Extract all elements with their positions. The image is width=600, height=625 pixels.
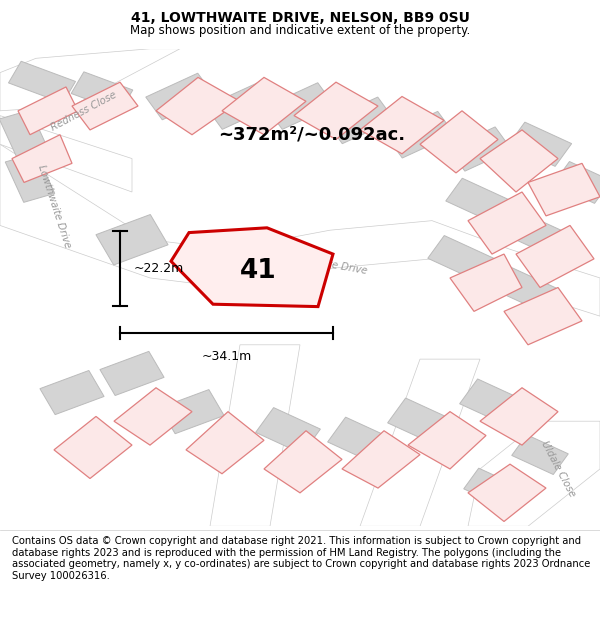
Polygon shape bbox=[222, 78, 306, 135]
Polygon shape bbox=[360, 359, 480, 526]
Polygon shape bbox=[256, 408, 320, 454]
Polygon shape bbox=[264, 431, 342, 493]
Polygon shape bbox=[553, 161, 600, 203]
Polygon shape bbox=[0, 144, 600, 316]
Polygon shape bbox=[171, 228, 333, 307]
Polygon shape bbox=[0, 110, 49, 159]
Polygon shape bbox=[342, 431, 420, 488]
Polygon shape bbox=[156, 78, 240, 135]
Polygon shape bbox=[210, 345, 300, 526]
Polygon shape bbox=[114, 388, 192, 445]
Polygon shape bbox=[12, 135, 72, 182]
Polygon shape bbox=[420, 111, 498, 173]
Polygon shape bbox=[468, 421, 600, 526]
Polygon shape bbox=[186, 412, 264, 474]
Text: 41, LOWTHWAITE DRIVE, NELSON, BB9 0SU: 41, LOWTHWAITE DRIVE, NELSON, BB9 0SU bbox=[131, 11, 469, 25]
Polygon shape bbox=[294, 82, 378, 139]
Polygon shape bbox=[388, 398, 452, 444]
Text: Lowthwaite Drive: Lowthwaite Drive bbox=[280, 251, 368, 276]
Polygon shape bbox=[206, 82, 274, 129]
Polygon shape bbox=[408, 412, 486, 469]
Polygon shape bbox=[146, 73, 214, 120]
Polygon shape bbox=[446, 178, 514, 225]
Polygon shape bbox=[516, 226, 594, 288]
Polygon shape bbox=[386, 111, 454, 158]
Polygon shape bbox=[72, 82, 138, 130]
Text: Map shows position and indicative extent of the property.: Map shows position and indicative extent… bbox=[130, 24, 470, 36]
Polygon shape bbox=[40, 371, 104, 414]
Polygon shape bbox=[488, 264, 556, 311]
Polygon shape bbox=[328, 417, 392, 464]
Polygon shape bbox=[18, 87, 78, 135]
Polygon shape bbox=[360, 96, 444, 154]
Polygon shape bbox=[480, 130, 558, 192]
Polygon shape bbox=[100, 351, 164, 396]
Polygon shape bbox=[528, 163, 600, 216]
Polygon shape bbox=[480, 388, 558, 445]
Polygon shape bbox=[266, 82, 334, 129]
Polygon shape bbox=[54, 416, 132, 479]
Text: Redness Close: Redness Close bbox=[49, 89, 119, 132]
Text: ~372m²/~0.092ac.: ~372m²/~0.092ac. bbox=[218, 126, 406, 144]
Polygon shape bbox=[0, 116, 132, 192]
Polygon shape bbox=[8, 61, 76, 103]
Polygon shape bbox=[512, 435, 568, 474]
Text: Uldale Close: Uldale Close bbox=[539, 439, 577, 499]
Text: 41: 41 bbox=[239, 258, 277, 284]
Text: Contains OS data © Crown copyright and database right 2021. This information is : Contains OS data © Crown copyright and d… bbox=[12, 536, 590, 581]
Text: Lowthwaite Drive: Lowthwaite Drive bbox=[36, 164, 72, 249]
Polygon shape bbox=[468, 464, 546, 521]
Polygon shape bbox=[464, 468, 520, 508]
Text: ~34.1m: ~34.1m bbox=[202, 349, 251, 362]
Text: ~22.2m: ~22.2m bbox=[133, 262, 184, 275]
Polygon shape bbox=[5, 153, 55, 202]
Polygon shape bbox=[160, 389, 224, 434]
Polygon shape bbox=[494, 207, 562, 254]
Polygon shape bbox=[504, 288, 582, 345]
Polygon shape bbox=[326, 97, 394, 144]
Polygon shape bbox=[468, 192, 546, 254]
Polygon shape bbox=[508, 122, 572, 166]
Polygon shape bbox=[428, 236, 496, 282]
Polygon shape bbox=[71, 72, 133, 112]
Polygon shape bbox=[96, 214, 168, 265]
Polygon shape bbox=[0, 49, 180, 111]
Polygon shape bbox=[460, 379, 524, 425]
Polygon shape bbox=[450, 254, 522, 311]
Polygon shape bbox=[448, 127, 512, 171]
